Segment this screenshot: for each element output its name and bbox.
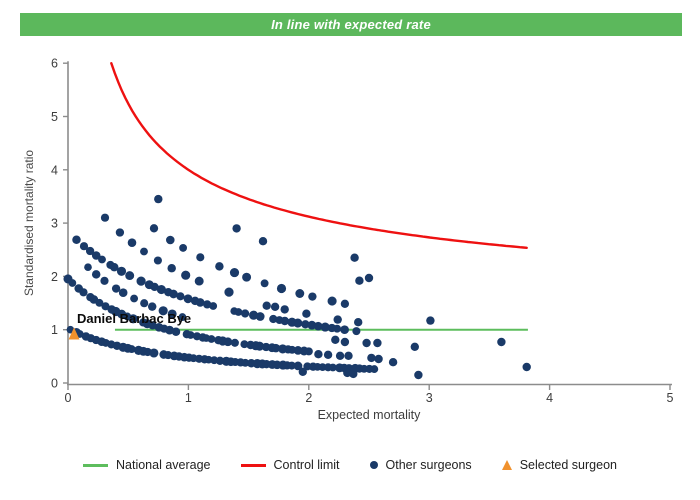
surgeon-point: [355, 276, 364, 285]
legend-item-other-surgeons: Other surgeons: [369, 458, 472, 472]
x-tick-label: 4: [546, 391, 553, 405]
x-tick-label: 3: [426, 391, 433, 405]
other-surgeons-points[interactable]: [63, 194, 531, 380]
legend-item-selected-surgeon: Selected surgeon: [501, 458, 617, 472]
surgeon-point: [350, 253, 359, 262]
y-tick-label: 4: [51, 163, 58, 177]
surgeon-point: [414, 370, 423, 380]
y-tick-label: 1: [51, 323, 58, 337]
surgeon-point: [340, 337, 350, 347]
other-surgeons-dot-icon: [369, 461, 378, 469]
surgeon-point: [258, 237, 268, 246]
surgeon-point: [388, 358, 398, 367]
y-tick-label: 2: [51, 270, 58, 284]
surgeon-point: [344, 351, 353, 360]
y-tick-label: 3: [51, 217, 58, 231]
x-tick-label: 0: [65, 391, 72, 405]
legend-label: National average: [116, 458, 211, 472]
national-average-line-icon: [83, 463, 108, 467]
legend-label: Other surgeons: [385, 458, 472, 472]
surgeon-point: [298, 367, 307, 376]
y-tick-label: 0: [51, 377, 58, 391]
surgeon-point: [373, 338, 382, 348]
status-banner-text: In line with expected rate: [271, 17, 431, 32]
surgeon-point: [270, 302, 280, 311]
x-tick-label: 5: [667, 391, 674, 405]
surgeon-point: [374, 354, 383, 364]
surgeon-point: [333, 315, 342, 324]
y-axis-title: Standardised mortality ratio: [22, 150, 36, 296]
control-limit-line-icon: [240, 463, 266, 467]
surgeon-point: [232, 224, 241, 233]
selected-surgeon-marker[interactable]: [68, 327, 80, 340]
x-tick-label: 2: [305, 391, 312, 405]
legend-item-control-limit: Control limit: [240, 458, 340, 472]
axes: 0 1 2 3 4 5 6 0 1 2 3 4 5: [51, 57, 673, 405]
surgeon-point: [362, 338, 371, 348]
x-axis-title: Expected mortality: [318, 408, 422, 422]
surgeon-point: [314, 350, 323, 359]
surgeon-point: [522, 362, 531, 372]
surgeon-point: [497, 337, 506, 347]
x-tick-label: 1: [185, 391, 192, 405]
surgeon-point: [349, 369, 358, 379]
legend-item-national-average: National average: [83, 458, 211, 472]
surgeon-point: [364, 273, 374, 283]
status-banner: In line with expected rate: [20, 13, 682, 36]
surgeon-point: [426, 316, 435, 325]
chart-series: [63, 62, 531, 380]
legend-label: Selected surgeon: [519, 458, 617, 472]
selected-surgeon-triangle-icon: [501, 460, 512, 470]
selected-surgeon-label: Daniel Barbac Bye: [77, 311, 192, 326]
surgeon-point: [262, 301, 271, 310]
surgeon-point: [410, 342, 419, 351]
control-limit-curve: [110, 62, 528, 249]
surgeon-point: [280, 305, 289, 314]
surgeon-point: [302, 309, 311, 318]
surgeon-point: [354, 318, 363, 327]
surgeon-point: [331, 335, 340, 344]
surgeon-point: [335, 351, 345, 360]
surgeon-point: [367, 353, 376, 363]
y-tick-label: 5: [51, 110, 58, 124]
surgeon-point: [154, 194, 163, 204]
surgeon-point: [323, 350, 333, 359]
chart-legend: National average Control limit Other sur…: [0, 458, 700, 472]
legend-label: Control limit: [273, 458, 340, 472]
y-tick-label: 6: [51, 57, 58, 71]
